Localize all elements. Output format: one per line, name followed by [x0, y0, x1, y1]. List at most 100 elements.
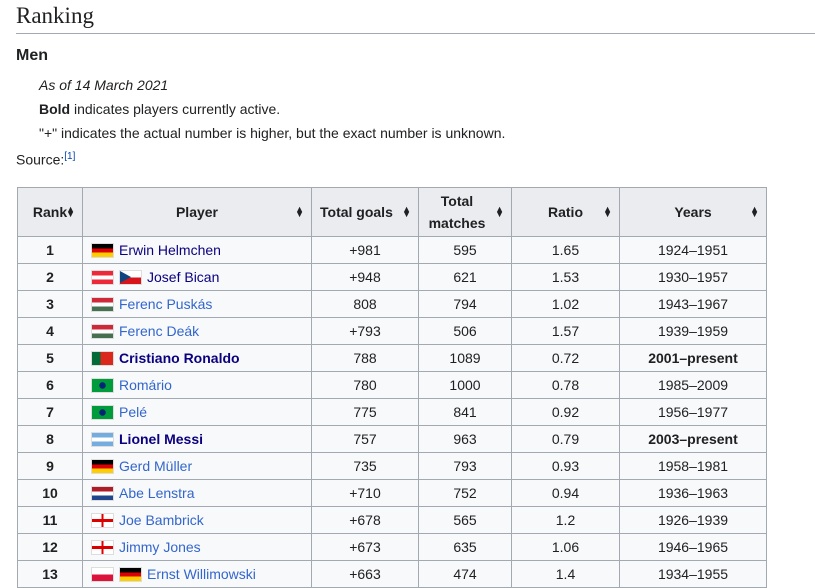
- header-label: Rank: [32, 204, 68, 220]
- header-label: Total matches: [428, 193, 486, 231]
- goals-cell: +981: [311, 236, 419, 264]
- sort-icon[interactable]: ▲ ▼: [750, 204, 759, 219]
- header-label: Total goals: [320, 204, 393, 220]
- player-cell: Cristiano Ronaldo: [82, 344, 312, 372]
- matches-cell: 621: [418, 263, 512, 291]
- ratio-cell: 0.78: [511, 371, 620, 399]
- sort-icon[interactable]: ▲ ▼: [295, 204, 304, 219]
- table-row: 12 Jimmy Jones +673 635 1.06 1946–1965: [17, 533, 767, 561]
- sort-icon[interactable]: ▲ ▼: [66, 204, 75, 219]
- flag-de-icon: [119, 567, 142, 583]
- sort-icon[interactable]: ▲ ▼: [495, 204, 504, 219]
- years-cell: 1946–1965: [619, 533, 767, 561]
- header-player[interactable]: Player ▲ ▼: [82, 187, 312, 237]
- matches-cell: 793: [418, 452, 512, 480]
- rank-cell: 9: [17, 452, 83, 480]
- source: Source:[1]: [16, 151, 75, 168]
- table-row: 4 Ferenc Deák +793 506 1.57 1939–1959: [17, 317, 767, 345]
- flag-pt-icon: [91, 351, 114, 367]
- rank-cell: 13: [17, 560, 83, 588]
- matches-cell: 1000: [418, 371, 512, 399]
- header-years[interactable]: Years ▲ ▼: [619, 187, 767, 237]
- years-cell: 2001–present: [619, 344, 767, 372]
- table-row: 13 Ernst Willimowski +663 474 1.4 1934–1…: [17, 560, 767, 588]
- player-link[interactable]: Pelé: [119, 403, 148, 420]
- years-cell: 1924–1951: [619, 236, 767, 264]
- ratio-cell: 1.57: [511, 317, 620, 345]
- table-row: 3 Ferenc Puskás 808 794 1.02 1943–1967: [17, 290, 767, 318]
- goals-cell: +948: [311, 263, 419, 291]
- player-link[interactable]: Ferenc Puskás: [119, 295, 213, 312]
- player-cell: Josef Bican: [82, 263, 312, 291]
- matches-cell: 595: [418, 236, 512, 264]
- years-cell: 1958–1981: [619, 452, 767, 480]
- player-link[interactable]: Romário: [119, 376, 172, 393]
- player-cell: Ferenc Puskás: [82, 290, 312, 318]
- as-of-note: As of 14 March 2021: [39, 77, 169, 93]
- ranking-table: Rank ▲ ▼ Player ▲ ▼ Total goals ▲ ▼ Total matc…: [17, 187, 767, 588]
- rank-cell: 12: [17, 533, 83, 561]
- header-ratio[interactable]: Ratio ▲ ▼: [511, 187, 620, 237]
- goals-cell: 788: [311, 344, 419, 372]
- header-label: Ratio: [548, 204, 583, 220]
- player-cell: Jimmy Jones: [82, 533, 312, 561]
- flag-nir-icon: [91, 513, 114, 529]
- flag-nl-icon: [91, 486, 114, 502]
- player-link[interactable]: Jimmy Jones: [119, 538, 201, 555]
- player-link[interactable]: Lionel Messi: [119, 430, 204, 447]
- table-row: 7 Pelé 775 841 0.92 1956–1977: [17, 398, 767, 426]
- sort-icon[interactable]: ▲ ▼: [603, 204, 612, 219]
- flag-hu-icon: [91, 324, 114, 340]
- player-link[interactable]: Erwin Helmchen: [119, 241, 221, 258]
- header-rank[interactable]: Rank ▲ ▼: [17, 187, 83, 237]
- flag-pl-icon: [91, 567, 114, 583]
- rank-cell: 3: [17, 290, 83, 318]
- years-cell: 1934–1955: [619, 560, 767, 588]
- player-link[interactable]: Cristiano Ronaldo: [119, 349, 240, 366]
- player-link[interactable]: Abe Lenstra: [119, 484, 195, 501]
- ratio-cell: 0.94: [511, 479, 620, 507]
- bold-word: Bold: [39, 101, 71, 117]
- years-cell: 2003–present: [619, 425, 767, 453]
- table-row: 8 Lionel Messi 757 963 0.79 2003–present: [17, 425, 767, 453]
- ratio-cell: 0.79: [511, 425, 620, 453]
- years-cell: 1939–1959: [619, 317, 767, 345]
- flag-nir-icon: [91, 540, 114, 556]
- flag-at-icon: [91, 270, 114, 286]
- source-ref-link[interactable]: [1]: [64, 151, 76, 162]
- ratio-cell: 1.02: [511, 290, 620, 318]
- table-row: 11 Joe Bambrick +678 565 1.2 1926–1939: [17, 506, 767, 534]
- rank-cell: 10: [17, 479, 83, 507]
- player-link[interactable]: Ernst Willimowski: [147, 565, 256, 582]
- ratio-cell: 1.65: [511, 236, 620, 264]
- ratio-cell: 0.72: [511, 344, 620, 372]
- player-cell: Romário: [82, 371, 312, 399]
- player-link[interactable]: Gerd Müller: [119, 457, 193, 474]
- sort-icon[interactable]: ▲ ▼: [402, 204, 411, 219]
- bold-note: Bold indicates players currently active.: [39, 101, 280, 117]
- player-cell: Pelé: [82, 398, 312, 426]
- table-row: 9 Gerd Müller 735 793 0.93 1958–1981: [17, 452, 767, 480]
- header-total-goals[interactable]: Total goals ▲ ▼: [311, 187, 419, 237]
- player-cell: Abe Lenstra: [82, 479, 312, 507]
- table-row: 1 Erwin Helmchen +981 595 1.65 1924–1951: [17, 236, 767, 264]
- player-cell: Erwin Helmchen: [82, 236, 312, 264]
- rank-cell: 2: [17, 263, 83, 291]
- plus-note: "+" indicates the actual number is highe…: [39, 125, 506, 141]
- player-cell: Joe Bambrick: [82, 506, 312, 534]
- matches-cell: 635: [418, 533, 512, 561]
- ratio-cell: 1.2: [511, 506, 620, 534]
- rank-cell: 7: [17, 398, 83, 426]
- flag-de-icon: [91, 243, 114, 259]
- player-link[interactable]: Josef Bican: [147, 268, 220, 285]
- years-cell: 1943–1967: [619, 290, 767, 318]
- ratio-cell: 0.93: [511, 452, 620, 480]
- player-link[interactable]: Ferenc Deák: [119, 322, 200, 339]
- section-title: Ranking: [16, 2, 815, 34]
- goals-cell: 775: [311, 398, 419, 426]
- player-cell: Ferenc Deák: [82, 317, 312, 345]
- goals-cell: +663: [311, 560, 419, 588]
- ratio-cell: 1.53: [511, 263, 620, 291]
- header-total-matches[interactable]: Total matches ▲ ▼: [418, 187, 512, 237]
- player-link[interactable]: Joe Bambrick: [119, 511, 204, 528]
